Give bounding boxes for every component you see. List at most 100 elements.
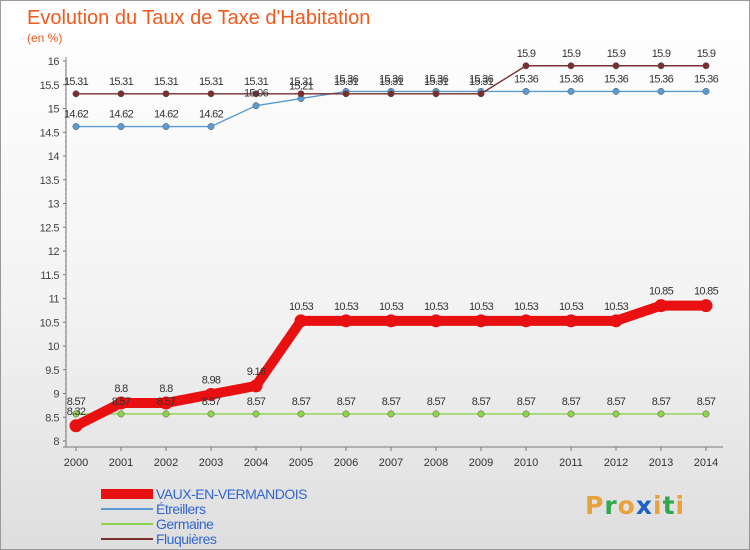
data-label: 15.36: [649, 73, 674, 85]
legend-swatch: [101, 523, 153, 525]
data-label: 15.36: [469, 73, 494, 85]
data-label: 15.31: [154, 76, 179, 88]
data-point: [387, 410, 395, 418]
data-point: [657, 410, 665, 418]
data-label: 15.06: [244, 88, 269, 100]
data-label: 14.62: [64, 109, 89, 121]
data-point: [567, 410, 575, 418]
data-point: [207, 123, 215, 131]
y-tick-label: 10: [48, 341, 60, 353]
y-tick-label: 13: [48, 199, 60, 211]
data-label: 15.36: [514, 73, 539, 85]
data-label: 15.31: [334, 76, 359, 88]
data-point: [612, 410, 620, 418]
y-tick-label: 14.5: [40, 127, 60, 139]
data-point: [519, 314, 533, 328]
data-point: [567, 62, 575, 70]
data-label: 8.57: [472, 396, 491, 408]
data-label: 10.85: [649, 286, 674, 298]
data-label: 9.16: [247, 366, 266, 378]
y-tick-label: 11.5: [40, 270, 59, 282]
data-label: 15.9: [517, 48, 536, 60]
data-label: 8.57: [562, 396, 581, 408]
data-label: 10.53: [514, 301, 539, 313]
logo-letter: t: [662, 491, 676, 520]
logo-letter: i: [653, 491, 663, 520]
data-point: [564, 314, 578, 328]
data-point: [567, 87, 575, 95]
data-point: [612, 62, 620, 70]
data-point: [69, 419, 83, 433]
data-label: 15.31: [109, 76, 134, 88]
y-tick-label: 8.5: [45, 412, 59, 424]
data-label: 8.57: [517, 396, 536, 408]
data-point: [207, 410, 215, 418]
y-tick-label: 16: [48, 56, 60, 68]
data-point: [477, 410, 485, 418]
data-label: 15.36: [379, 73, 404, 85]
data-point: [522, 410, 530, 418]
data-label: 15.36: [334, 73, 359, 85]
y-tick-label: 12: [48, 246, 60, 258]
value-labels-layer: 8.57 8.57 8.57 8.57 8.57 8.57 8.57 8.57 8.57 8.57…: [64, 48, 719, 418]
data-label: 15.31: [424, 76, 449, 88]
data-point: [342, 410, 350, 418]
data-label: 8.57: [67, 396, 86, 408]
chart-title: Evolution du Taux de Taxe d'Habitation: [27, 7, 371, 29]
data-point: [384, 314, 398, 328]
data-label: 14.62: [109, 109, 134, 121]
y-tick-label: 11: [49, 294, 60, 306]
data-point: [159, 396, 173, 410]
data-label: 8.8: [114, 383, 128, 395]
data-label: 15.9: [607, 48, 626, 60]
legend-swatch: [101, 489, 153, 499]
series-layer: [69, 62, 713, 433]
data-label: 8.57: [697, 396, 716, 408]
y-tick-label: 14: [48, 151, 60, 163]
data-point: [249, 379, 263, 393]
data-label: 14.62: [199, 109, 224, 121]
y-tick-label: 10.5: [40, 317, 60, 329]
data-point: [474, 314, 488, 328]
x-tick-label: 2008: [424, 457, 448, 469]
y-tick-label: 13.5: [40, 175, 60, 187]
x-tick-label: 2002: [154, 457, 178, 469]
data-label: 10.53: [424, 301, 449, 313]
data-label: 8.32: [67, 406, 86, 418]
data-label: 8.57: [607, 396, 626, 408]
data-label: 10.53: [289, 301, 314, 313]
x-tick-label: 2013: [649, 457, 673, 469]
data-label: 15.9: [652, 48, 671, 60]
data-point: [432, 410, 440, 418]
data-label: 15.31: [64, 76, 89, 88]
data-label: 10.53: [604, 301, 629, 313]
data-point: [72, 123, 80, 131]
data-point: [612, 87, 620, 95]
data-point: [72, 410, 80, 418]
x-tick-label: 2006: [334, 457, 358, 469]
data-point: [117, 123, 125, 131]
legend-swatch: [101, 508, 153, 510]
data-point: [702, 62, 710, 70]
data-point: [294, 314, 308, 328]
legend-label: Fluquières: [156, 531, 217, 547]
data-point: [429, 314, 443, 328]
data-point: [114, 396, 128, 410]
data-label: 8.57: [247, 396, 266, 408]
data-point: [297, 90, 305, 98]
data-point: [657, 62, 665, 70]
logo-letter: P: [585, 491, 605, 520]
x-tick-label: 2003: [199, 457, 223, 469]
data-label: 10.85: [694, 286, 719, 298]
x-tick-label: 2005: [289, 457, 313, 469]
logo-letter: i: [675, 491, 686, 520]
y-tick-label: 12.5: [40, 222, 60, 234]
x-tick-label: 2009: [469, 457, 493, 469]
data-point: [609, 314, 623, 328]
x-tick-label: 2001: [109, 457, 133, 469]
data-label: 8.57: [427, 396, 446, 408]
data-point: [204, 387, 218, 401]
axes: 8 8.5 9 9.5 10 10.5 11 11.5 12 12.5 13 13.5 14 14.5 15…: [40, 56, 723, 469]
x-tick-label: 2000: [64, 457, 88, 469]
